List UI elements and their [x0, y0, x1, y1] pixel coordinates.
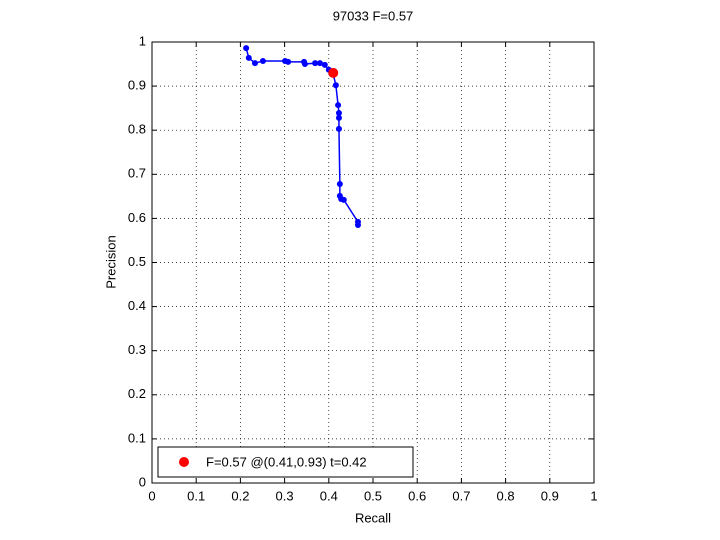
y-tick-label: 1 — [139, 33, 146, 48]
x-tick-label: 0.7 — [452, 488, 470, 503]
x-tick-label: 0.3 — [276, 488, 294, 503]
y-tick-label: 0 — [139, 474, 146, 489]
x-tick-label: 1 — [590, 488, 597, 503]
data-point — [328, 67, 339, 78]
data-point — [321, 61, 328, 68]
x-tick-label: 0.2 — [231, 488, 249, 503]
legend-marker — [179, 457, 189, 467]
x-tick-label: 0.5 — [364, 488, 382, 503]
data-point — [354, 222, 361, 229]
x-tick-label: 0.9 — [541, 488, 559, 503]
y-tick-label: 0.6 — [128, 210, 146, 225]
y-axis-label: Precision — [103, 235, 118, 288]
chart-title: 97033 F=0.57 — [333, 8, 414, 23]
y-tick-label: 0.8 — [128, 122, 146, 137]
x-tick-label: 0.4 — [320, 488, 338, 503]
axes-box — [151, 41, 595, 484]
data-point — [245, 54, 252, 61]
y-tick-label: 0.1 — [128, 430, 146, 445]
x-tick-label: 0.8 — [497, 488, 515, 503]
y-tick-label: 0.5 — [128, 254, 146, 269]
data-point — [251, 60, 258, 67]
x-tick-label: 0 — [148, 488, 155, 503]
data-point — [335, 125, 342, 132]
data-point — [301, 61, 308, 68]
y-tick-label: 0.4 — [128, 298, 146, 313]
data-point — [312, 60, 319, 67]
y-tick-label: 0.9 — [128, 78, 146, 93]
data-point — [285, 58, 292, 65]
x-tick-label: 0.6 — [408, 488, 426, 503]
legend-label: F=0.57 @(0.41,0.93) t=0.42 — [206, 454, 367, 469]
data-point — [335, 114, 342, 121]
x-tick-label: 0.1 — [187, 488, 205, 503]
y-tick-label: 0.7 — [128, 166, 146, 181]
data-point — [336, 181, 343, 188]
x-axis-label: Recall — [355, 510, 391, 525]
data-point — [335, 110, 342, 117]
data-point — [332, 82, 339, 89]
data-point — [316, 60, 323, 67]
y-tick-label: 0.2 — [128, 386, 146, 401]
legend-box — [157, 446, 414, 478]
y-tick-label: 0.3 — [128, 342, 146, 357]
data-point — [259, 57, 266, 64]
data-point — [340, 196, 347, 203]
data-point — [335, 102, 342, 109]
data-point — [243, 45, 250, 52]
